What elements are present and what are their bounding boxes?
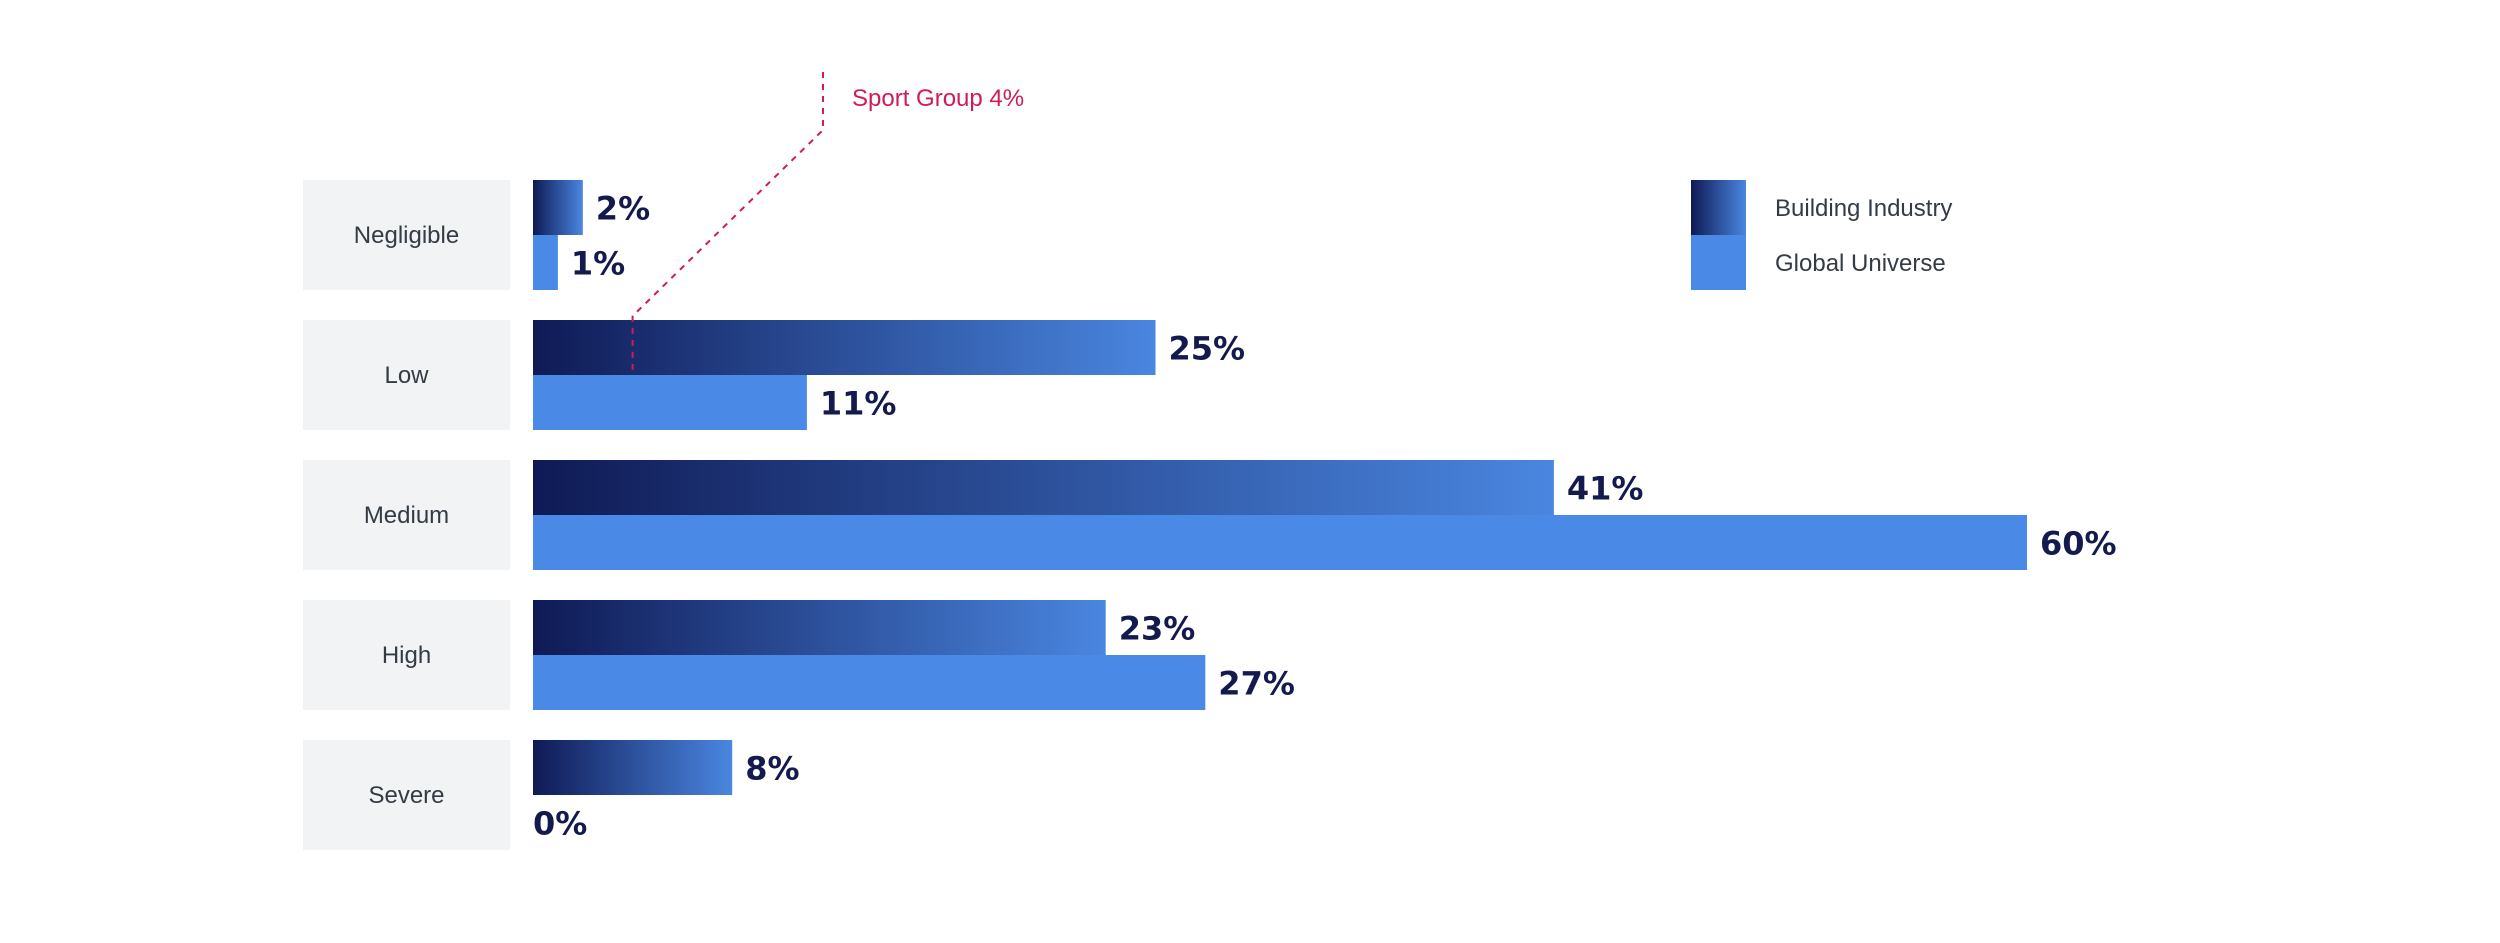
legend-label-building: Building Industry bbox=[1775, 195, 1952, 222]
value-label-building-high: 23% bbox=[1119, 610, 1196, 648]
bar-building-severe bbox=[533, 740, 733, 795]
category-label-high: High bbox=[382, 642, 431, 669]
legend-label-global: Global Universe bbox=[1775, 250, 1946, 277]
category-box-severe bbox=[303, 740, 510, 850]
value-label-building-low: 25% bbox=[1169, 330, 1246, 368]
bars-layer: Negligible 2% 1% Low 25% 11% Medium 41% 60% High 2… bbox=[303, 180, 2117, 850]
bar-global-low bbox=[533, 375, 807, 430]
legend: Building Industry Global Universe bbox=[1691, 180, 1952, 290]
legend-swatch-building bbox=[1691, 180, 1746, 235]
bar-building-high bbox=[533, 600, 1106, 655]
value-label-global-high: 27% bbox=[1218, 665, 1295, 703]
annotation-leader-line bbox=[631, 72, 824, 375]
value-label-global-negligible: 1% bbox=[571, 245, 625, 283]
bar-building-low bbox=[533, 320, 1156, 375]
value-label-global-medium: 60% bbox=[2040, 525, 2117, 563]
value-label-global-low: 11% bbox=[820, 385, 897, 423]
category-box-low bbox=[303, 320, 510, 430]
category-label-medium: Medium bbox=[364, 502, 449, 529]
bar-global-high bbox=[533, 655, 1206, 710]
value-label-building-negligible: 2% bbox=[596, 190, 650, 228]
bar-building-medium bbox=[533, 460, 1554, 515]
bar-global-medium bbox=[533, 515, 2027, 570]
category-box-negligible bbox=[303, 180, 510, 290]
row-high: High 23% 27% bbox=[303, 600, 1295, 710]
bar-building-negligible bbox=[533, 180, 583, 235]
category-label-severe: Severe bbox=[368, 782, 444, 809]
category-box-medium bbox=[303, 460, 510, 570]
row-medium: Medium 41% 60% bbox=[303, 460, 2117, 570]
value-label-building-medium: 41% bbox=[1567, 470, 1644, 508]
bar-global-negligible bbox=[533, 235, 558, 290]
annotation-label: Sport Group 4% bbox=[852, 85, 1024, 112]
value-label-building-severe: 8% bbox=[745, 750, 799, 788]
row-severe: Severe 8% 0% bbox=[303, 740, 800, 850]
category-label-low: Low bbox=[384, 362, 429, 389]
annotation-layer: Sport Group 4% bbox=[631, 72, 1024, 375]
row-negligible: Negligible 2% 1% bbox=[303, 180, 650, 290]
category-box-high bbox=[303, 600, 510, 710]
row-low: Low 25% 11% bbox=[303, 320, 1245, 430]
legend-swatch-global bbox=[1691, 235, 1746, 290]
category-label-negligible: Negligible bbox=[354, 222, 459, 249]
value-label-global-severe: 0% bbox=[533, 805, 587, 843]
